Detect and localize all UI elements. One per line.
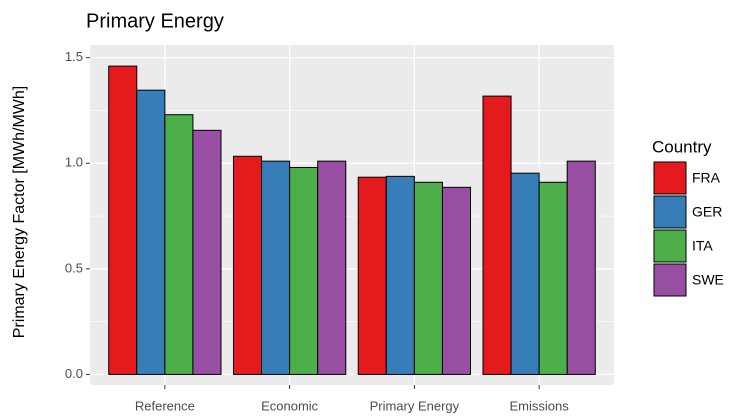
y-tick-label: 1.0 xyxy=(65,155,83,170)
bar xyxy=(357,176,387,375)
legend-label: ITA xyxy=(692,238,713,254)
bar xyxy=(136,89,166,375)
x-tick-label: Economic xyxy=(261,398,319,413)
x-tick-label: Emissions xyxy=(510,398,570,413)
legend-key xyxy=(653,161,687,195)
x-tick-label: Primary Energy xyxy=(370,398,460,413)
x-tick-label: Reference xyxy=(135,398,195,413)
bar xyxy=(538,181,568,375)
bar xyxy=(261,160,291,375)
bar xyxy=(289,166,319,375)
bar xyxy=(108,65,138,375)
bar xyxy=(482,95,512,375)
legend-key xyxy=(653,263,687,297)
bar xyxy=(164,114,194,375)
bar xyxy=(232,155,263,375)
bar xyxy=(385,175,415,375)
chart-title: Primary Energy xyxy=(86,10,224,32)
bar xyxy=(510,172,540,375)
bar xyxy=(413,181,443,375)
bar xyxy=(566,160,596,375)
y-tick-label: 0.5 xyxy=(65,260,83,275)
bar xyxy=(192,129,222,375)
legend-key xyxy=(653,229,687,263)
legend-title: Country xyxy=(652,137,712,156)
legend-label: SWE xyxy=(692,272,724,288)
legend-key xyxy=(653,195,687,229)
y-axis-label: Primary Energy Factor [MWh/MWh] xyxy=(11,86,28,338)
legend-label: FRA xyxy=(692,170,721,186)
legend-label: GER xyxy=(692,204,722,220)
bar xyxy=(317,160,347,375)
y-tick-label: 0.0 xyxy=(65,366,83,381)
bar xyxy=(441,186,472,375)
y-tick-label: 1.5 xyxy=(65,49,83,64)
